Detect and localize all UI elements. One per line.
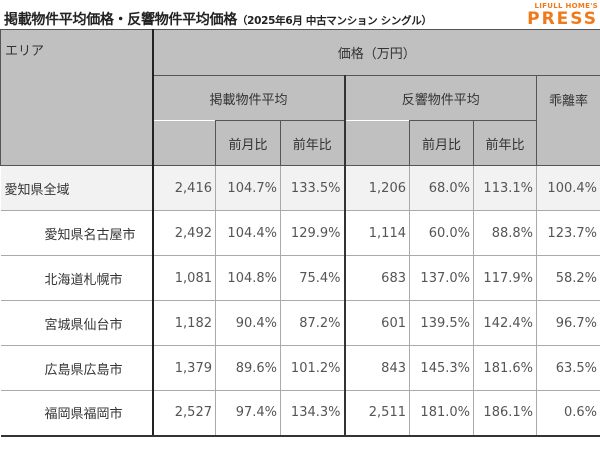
cell-listed-avg: 1,081 xyxy=(152,255,216,301)
logo-line1: LIFULL HOME'S xyxy=(534,2,598,10)
header-response-avg: 反響物件平均 xyxy=(343,75,537,121)
header-listed-blank xyxy=(152,120,216,166)
cell-response-yoy: 113.1% xyxy=(473,165,537,211)
table-row: 宮城県仙台市 1,182 90.4% 87.2% 601 139.5% 142.4% 96.7… xyxy=(0,300,600,346)
cell-area-name: 北海道札幌市 xyxy=(0,255,154,301)
table-row: 北海道札幌市 1,081 104.8% 75.4% 683 137.0% 117.9% 58.… xyxy=(0,255,600,301)
cell-listed-mom: 97.4% xyxy=(215,390,281,437)
cell-area-name: 愛知県全域 xyxy=(0,165,154,211)
cell-area-name: 宮城県仙台市 xyxy=(0,300,154,346)
lifull-press-logo: LIFULL HOME'S PRESS xyxy=(527,3,598,28)
cell-response-mom: 60.0% xyxy=(409,210,474,256)
cell-listed-yoy: 129.9% xyxy=(280,210,346,256)
title-sub: （2025年6月 中古マンション シングル） xyxy=(236,15,432,27)
header-listed-mom: 前月比 xyxy=(215,120,281,166)
cell-listed-yoy: 87.2% xyxy=(280,300,346,346)
cell-area-name: 愛知県名古屋市 xyxy=(0,210,154,256)
cell-response-mom: 68.0% xyxy=(409,165,474,211)
header-response-mom: 前月比 xyxy=(409,120,474,166)
table-row: 愛知県名古屋市 2,492 104.4% 129.9% 1,114 60.0% 88.8% 1… xyxy=(0,210,600,256)
header-listed-yoy: 前年比 xyxy=(280,120,345,166)
cell-listed-mom: 90.4% xyxy=(215,300,281,346)
header-area: エリア xyxy=(0,29,154,166)
cell-listed-yoy: 134.3% xyxy=(280,390,346,437)
cell-response-avg: 1,114 xyxy=(344,210,410,256)
cell-listed-yoy: 133.5% xyxy=(280,165,346,211)
cell-response-avg: 601 xyxy=(344,300,410,346)
cell-response-avg: 683 xyxy=(344,255,410,301)
cell-listed-yoy: 75.4% xyxy=(280,255,346,301)
cell-listed-avg: 1,182 xyxy=(152,300,216,346)
table-row: 愛知県全域 2,416 104.7% 133.5% 1,206 68.0% 113.1% 10… xyxy=(0,165,600,211)
cell-listed-mom: 104.4% xyxy=(215,210,281,256)
cell-listed-avg: 2,492 xyxy=(152,210,216,256)
table-row: 福岡県福岡市 2,527 97.4% 134.3% 2,511 181.0% 186.1% 0… xyxy=(0,390,600,437)
cell-response-yoy: 117.9% xyxy=(473,255,537,301)
cell-response-yoy: 181.6% xyxy=(473,345,537,391)
cell-gap-rate: 123.7% xyxy=(536,210,600,256)
page-title: 掲載物件平均価格・反響物件平均価格（2025年6月 中古マンション シングル） xyxy=(4,9,432,29)
price-table: エリア 価格（万円） 掲載物件平均 反響物件平均 乖離率 前月比 前年比 前月比… xyxy=(0,29,600,437)
cell-listed-avg: 2,416 xyxy=(152,165,216,211)
cell-response-mom: 137.0% xyxy=(409,255,474,301)
header-response-blank xyxy=(343,120,410,166)
table-row: 広島県広島市 1,379 89.6% 101.2% 843 145.3% 181.6% 63.… xyxy=(0,345,600,391)
logo-line2: PRESS xyxy=(527,9,598,29)
cell-gap-rate: 63.5% xyxy=(536,345,600,391)
header-listed-avg: 掲載物件平均 xyxy=(152,75,345,121)
cell-response-yoy: 88.8% xyxy=(473,210,537,256)
header-gap-rate: 乖離率 xyxy=(536,75,600,166)
cell-listed-avg: 1,379 xyxy=(152,345,216,391)
cell-listed-yoy: 101.2% xyxy=(280,345,346,391)
cell-response-yoy: 142.4% xyxy=(473,300,537,346)
cell-response-mom: 139.5% xyxy=(409,300,474,346)
cell-response-avg: 1,206 xyxy=(344,165,410,211)
cell-listed-mom: 104.8% xyxy=(215,255,281,301)
cell-response-mom: 145.3% xyxy=(409,345,474,391)
cell-response-avg: 843 xyxy=(344,345,410,391)
header-price: 価格（万円） xyxy=(152,29,600,76)
cell-response-avg: 2,511 xyxy=(344,390,410,437)
cell-response-yoy: 186.1% xyxy=(473,390,537,437)
cell-listed-mom: 104.7% xyxy=(215,165,281,211)
cell-area-name: 広島県広島市 xyxy=(0,345,154,391)
cell-gap-rate: 58.2% xyxy=(536,255,600,301)
title-main: 掲載物件平均価格・反響物件平均価格 xyxy=(4,12,237,28)
cell-gap-rate: 0.6% xyxy=(536,390,600,437)
header-response-yoy: 前年比 xyxy=(473,120,537,166)
cell-area-name: 福岡県福岡市 xyxy=(0,390,154,437)
cell-response-mom: 181.0% xyxy=(409,390,474,437)
cell-listed-mom: 89.6% xyxy=(215,345,281,391)
cell-gap-rate: 100.4% xyxy=(536,165,600,211)
cell-gap-rate: 96.7% xyxy=(536,300,600,346)
cell-listed-avg: 2,527 xyxy=(152,390,216,437)
